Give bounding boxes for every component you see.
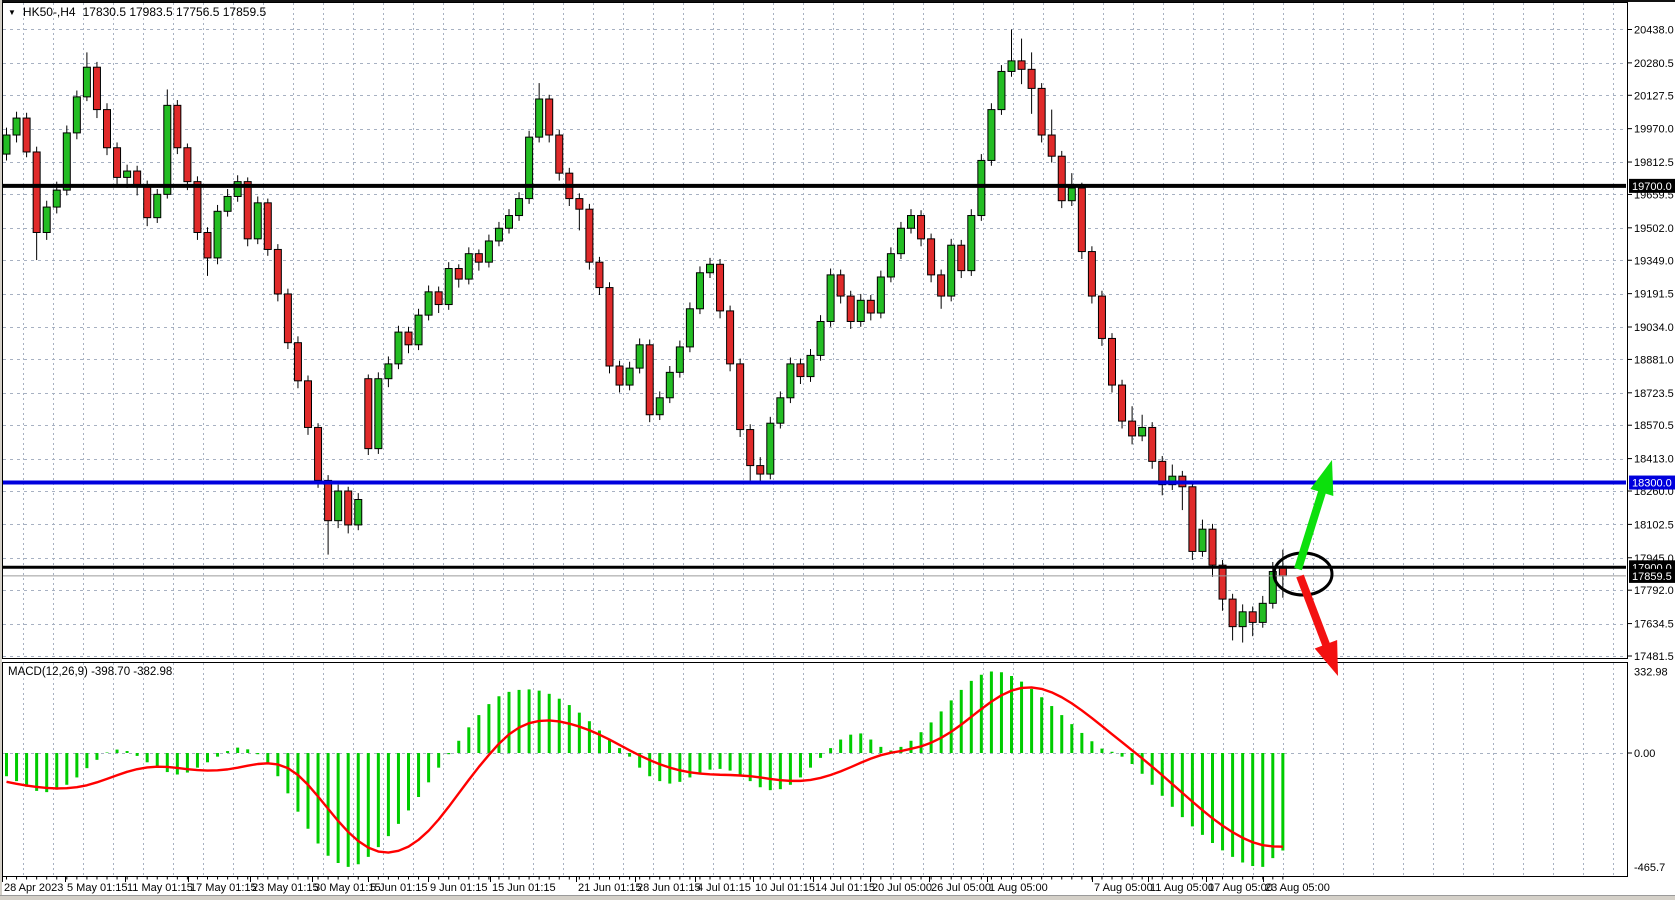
svg-text:28 Apr 2023: 28 Apr 2023 — [4, 882, 63, 894]
svg-text:18102.5: 18102.5 — [1634, 519, 1674, 531]
up-arrow-head[interactable] — [1310, 460, 1334, 497]
down-arrow-head[interactable] — [1314, 639, 1338, 676]
level-lines-layer[interactable] — [3, 183, 1626, 577]
svg-text:20 Jul 05:00: 20 Jul 05:00 — [872, 882, 932, 894]
svg-text:23 May 01:15: 23 May 01:15 — [252, 882, 319, 894]
macd-indicator-layer — [5, 671, 1285, 867]
symbol-ohlc-values: 17830.5 17983.5 17756.5 17859.5 — [82, 5, 267, 19]
svg-text:18723.5: 18723.5 — [1634, 388, 1674, 400]
svg-text:9 Jun 01:15: 9 Jun 01:15 — [430, 882, 488, 894]
drawing-objects-layer[interactable] — [1272, 460, 1338, 676]
svg-text:17 May 01:15: 17 May 01:15 — [190, 882, 257, 894]
svg-text:19812.5: 19812.5 — [1634, 157, 1674, 169]
svg-text:17792.0: 17792.0 — [1634, 585, 1674, 597]
svg-text:30 May 01:15: 30 May 01:15 — [314, 882, 381, 894]
down-arrow-shaft[interactable] — [1296, 574, 1331, 648]
svg-text:332.98: 332.98 — [1634, 667, 1668, 679]
svg-text:10 Jul 01:15: 10 Jul 01:15 — [755, 882, 815, 894]
symbol-header: ▼ HK50-,H4 17830.5 17983.5 17756.5 17859… — [8, 5, 266, 19]
svg-text:21 Jun 01:15: 21 Jun 01:15 — [578, 882, 642, 894]
svg-text:17 Aug 05:00: 17 Aug 05:00 — [1208, 882, 1273, 894]
svg-text:0.00: 0.00 — [1634, 748, 1655, 760]
svg-text:11 May 01:15: 11 May 01:15 — [127, 882, 193, 894]
svg-text:5 Jun 01:15: 5 Jun 01:15 — [370, 882, 428, 894]
svg-text:14 Jul 01:15: 14 Jul 01:15 — [815, 882, 875, 894]
svg-text:28 Jun 01:15: 28 Jun 01:15 — [637, 882, 701, 894]
svg-text:18570.5: 18570.5 — [1634, 420, 1674, 432]
svg-text:19191.5: 19191.5 — [1634, 289, 1674, 301]
svg-text:5 May 01:15: 5 May 01:15 — [67, 882, 128, 894]
svg-text:20280.5: 20280.5 — [1634, 58, 1674, 70]
svg-text:23 Aug 05:00: 23 Aug 05:00 — [1265, 882, 1330, 894]
svg-text:26 Jul 05:00: 26 Jul 05:00 — [931, 882, 991, 894]
price-axis[interactable]: 20438.020280.520127.519970.019812.519659… — [1628, 24, 1675, 663]
svg-text:17481.5: 17481.5 — [1634, 651, 1674, 663]
macd-label: MACD(12,26,9) -398.70 -382.98 — [8, 666, 173, 678]
svg-text:19700.0: 19700.0 — [1632, 181, 1672, 193]
svg-text:18300.0: 18300.0 — [1632, 478, 1672, 490]
svg-text:17634.5: 17634.5 — [1634, 619, 1674, 631]
svg-text:4 Jul 01:15: 4 Jul 01:15 — [697, 882, 751, 894]
svg-text:15 Jun 01:15: 15 Jun 01:15 — [492, 882, 556, 894]
svg-text:7 Aug 05:00: 7 Aug 05:00 — [1094, 882, 1153, 894]
grid-layer — [3, 3, 1626, 876]
macd-indicator-header: MACD(12,26,9) -398.70 -382.98 — [8, 666, 172, 678]
candles-layer — [2, 29, 1287, 643]
svg-text:11 Aug 05:00: 11 Aug 05:00 — [1150, 882, 1214, 894]
svg-text:20127.5: 20127.5 — [1634, 90, 1674, 102]
svg-text:-465.7: -465.7 — [1634, 862, 1665, 874]
svg-text:19034.0: 19034.0 — [1634, 322, 1674, 334]
svg-text:19970.0: 19970.0 — [1634, 124, 1674, 136]
svg-text:18881.0: 18881.0 — [1634, 354, 1674, 366]
chevron-down-icon[interactable]: ▼ — [8, 8, 16, 17]
up-arrow-shaft[interactable] — [1294, 489, 1327, 571]
svg-text:19349.0: 19349.0 — [1634, 255, 1674, 267]
svg-text:1 Aug 05:00: 1 Aug 05:00 — [989, 882, 1048, 894]
svg-text:20438.0: 20438.0 — [1634, 24, 1674, 36]
svg-text:19502.0: 19502.0 — [1634, 223, 1674, 235]
symbol-timeframe-label: HK50-,H4 — [22, 5, 76, 19]
macd-axis[interactable]: 332.98 0.00 -465.7 — [1628, 667, 1668, 874]
svg-text:18413.0: 18413.0 — [1634, 454, 1674, 466]
svg-text:17859.5: 17859.5 — [1632, 571, 1672, 583]
